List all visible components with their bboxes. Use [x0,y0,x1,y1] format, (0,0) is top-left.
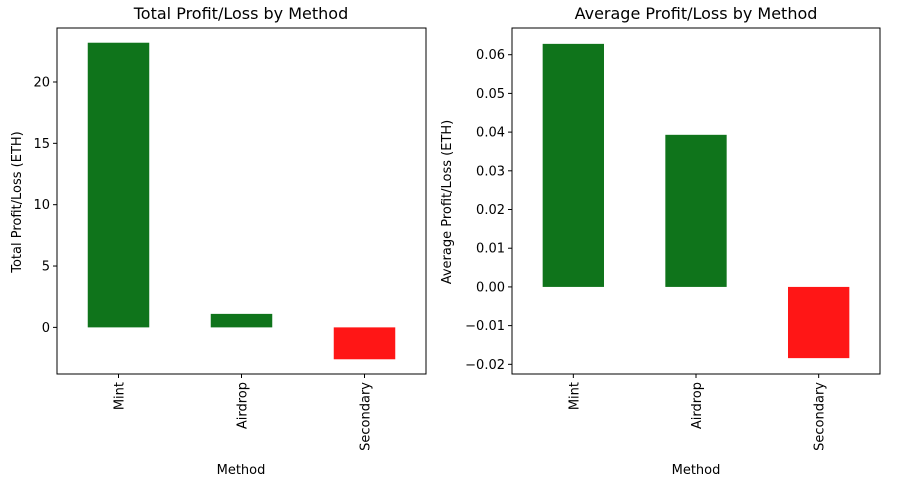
y-ticks: −0.02 −0.01 0.00 0.01 0.02 0.03 0.04 0.05 0.06 [465,48,512,373]
x-axis-title: Method [217,463,266,478]
y-ticks: 0 5 10 15 20 [33,75,57,336]
plot-frame [511,27,881,375]
x-axis-title: Method [672,463,721,478]
y-tick-label: 0.02 [476,203,505,218]
y-tick-label: 15 [33,137,50,152]
y-tick-label: 0 [42,321,50,336]
x-tick-label: Airdrop [236,382,251,429]
y-tick-label: −0.01 [465,319,505,334]
bar-airdrop [665,134,727,287]
bar-mint [87,42,150,328]
y-tick-label: 0.03 [476,164,505,179]
y-tick-label: 0.05 [476,87,505,102]
bars [542,43,850,359]
chart-title: Average Profit/Loss by Method [575,4,818,23]
y-tick-label: 0.06 [476,48,505,63]
chart-average-profit-loss: Average Profit/Loss by Method −0.02 −0.01… [440,4,881,478]
y-tick-label: 0.00 [476,280,505,295]
bars [87,42,396,360]
bar-mint [542,43,604,287]
x-tick-label: Secondary [359,382,374,451]
x-tick-label: Mint [567,382,582,410]
y-tick-label: 0.01 [476,242,505,257]
y-tick-label: 0.04 [476,126,505,141]
x-tick-label: Mint [113,382,128,410]
y-axis-title: Average Profit/Loss (ETH) [440,120,455,285]
y-tick-label: −0.02 [465,358,505,373]
x-tick-label: Airdrop [690,382,705,429]
y-axis-title: Total Profit/Loss (ETH) [10,131,25,274]
y-tick-label: 20 [33,75,50,90]
bar-airdrop [210,313,273,328]
x-tick-label: Secondary [813,382,828,451]
y-tick-label: 10 [33,198,50,213]
y-tick-label: 5 [42,260,50,275]
plot-frame [56,27,427,375]
bar-secondary [333,327,396,360]
bar-secondary [788,286,850,359]
x-ticks: Mint Airdrop Secondary [567,374,828,451]
chart-title: Total Profit/Loss by Method [133,4,348,23]
chart-total-profit-loss: Total Profit/Loss by Method 0 5 10 15 20 Min… [10,4,427,478]
x-ticks: Mint Airdrop Secondary [113,374,374,451]
